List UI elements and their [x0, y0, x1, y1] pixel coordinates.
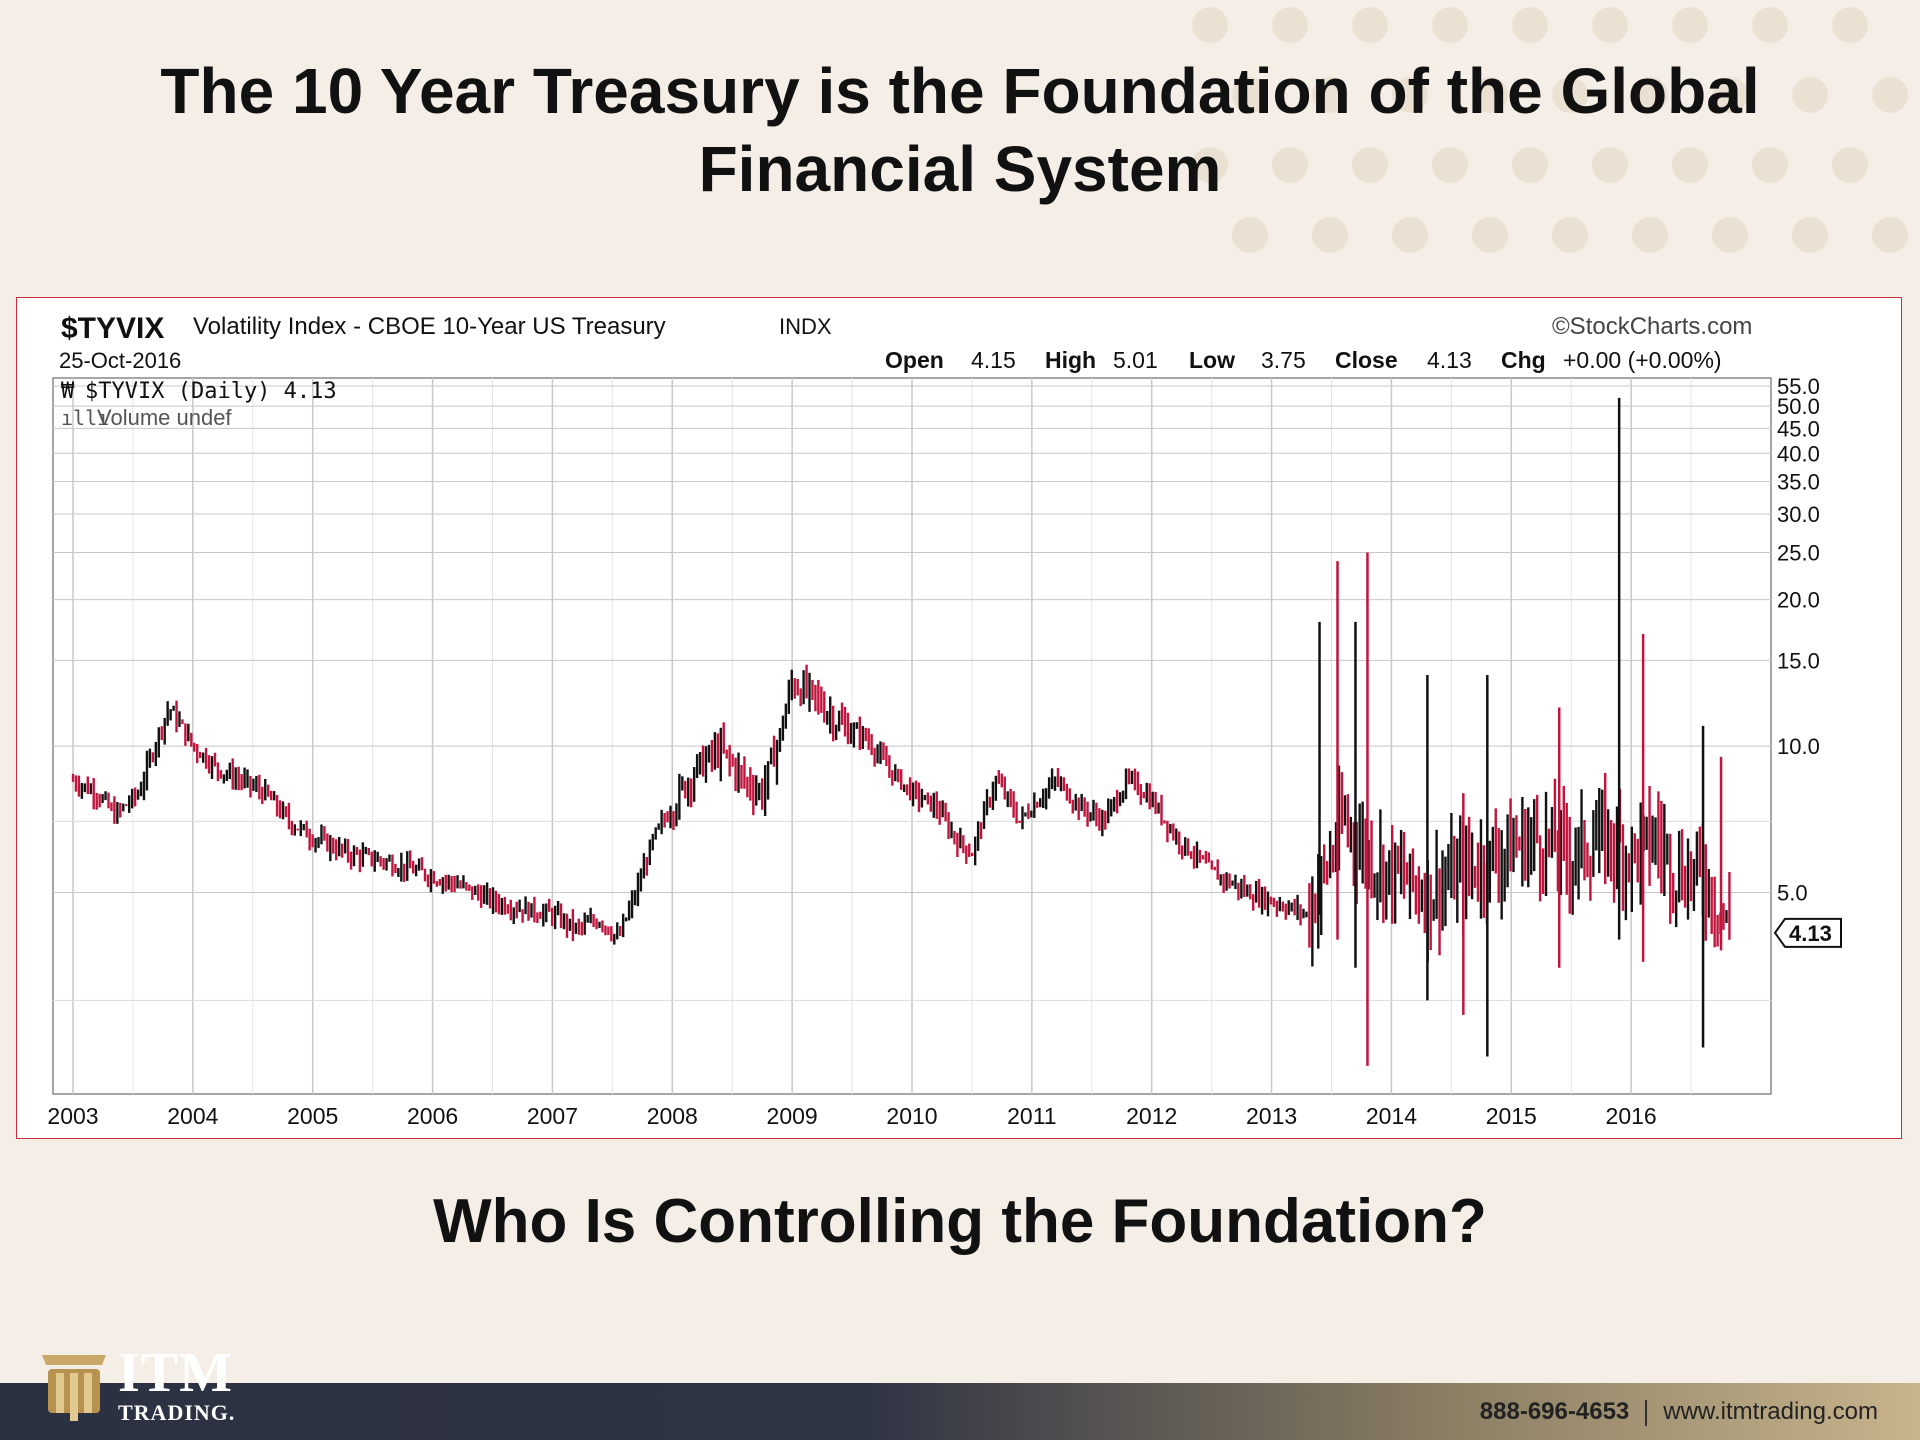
legend-series: $TYVIX (Daily) 4.13 — [85, 379, 337, 404]
x-tick-label: 2009 — [767, 1103, 818, 1129]
website-link[interactable]: www.itmtrading.com — [1663, 1398, 1878, 1425]
chart-description: Volatility Index - CBOE 10-Year US Treas… — [193, 313, 666, 340]
x-axis: 2003 2004 2005 2006 2007 2008 2009 2010 2011 2012… — [47, 1103, 1656, 1129]
last-value-tag: 4.13 — [1773, 917, 1842, 948]
logo-text: ITM — [118, 1342, 233, 1404]
x-tick-label: 2003 — [47, 1103, 98, 1129]
chart-symbol: $TYVIX — [61, 312, 164, 345]
chg-value: +0.00 (+0.00%) — [1563, 347, 1722, 373]
y-tick-label: 15.0 — [1777, 648, 1820, 673]
x-tick-label: 2007 — [527, 1103, 578, 1129]
background-pattern — [1192, 7, 1908, 253]
legend-volume-icon: ıllı — [61, 406, 109, 430]
itm-logo-icon — [42, 1355, 106, 1421]
chart-source: ©StockCharts.com — [1552, 313, 1752, 340]
close-label: Close — [1335, 347, 1398, 373]
tyvix-chart: $TYVIX Volatility Index - CBOE 10-Year U… — [47, 312, 1842, 1129]
y-tick-label: 30.0 — [1777, 502, 1820, 527]
x-tick-label: 2005 — [287, 1103, 338, 1129]
chart-exchange: INDX — [779, 314, 832, 339]
x-tick-label: 2013 — [1246, 1103, 1297, 1129]
y-tick-label: 40.0 — [1777, 441, 1820, 466]
high-label: High — [1045, 347, 1096, 373]
y-tick-label: 50.0 — [1777, 394, 1820, 419]
x-tick-label: 2011 — [1007, 1103, 1056, 1129]
y-tick-label: 5.0 — [1777, 880, 1808, 905]
low-value: 3.75 — [1261, 347, 1306, 373]
phone-number[interactable]: 888-696-4653 — [1479, 1398, 1630, 1425]
x-tick-label: 2004 — [167, 1103, 218, 1129]
footer-bar — [0, 1383, 1920, 1440]
chart-date: 25-Oct-2016 — [59, 348, 181, 373]
logo-subtext: TRADING. — [118, 1400, 236, 1425]
x-tick-label: 2006 — [407, 1103, 458, 1129]
x-tick-label: 2012 — [1126, 1103, 1177, 1129]
slide-subtitle: Who Is Controlling the Foundation? — [433, 1187, 1487, 1256]
y-tick-label: 20.0 — [1777, 588, 1820, 613]
y-tick-label: 35.0 — [1777, 469, 1820, 494]
y-tick-label: 25.0 — [1777, 541, 1820, 566]
chart-panel: $TYVIX Volatility Index - CBOE 10-Year U… — [16, 297, 1902, 1139]
y-tick-label: 55.0 — [1777, 374, 1820, 399]
x-tick-label: 2016 — [1606, 1103, 1657, 1129]
y-tick-label: 45.0 — [1777, 416, 1820, 441]
low-label: Low — [1189, 347, 1235, 373]
close-value: 4.13 — [1427, 347, 1472, 373]
legend-volume: Volume undef — [97, 405, 232, 430]
high-value: 5.01 — [1113, 347, 1158, 373]
x-tick-label: 2014 — [1366, 1103, 1417, 1129]
last-value-label: 4.13 — [1789, 921, 1832, 946]
slide-title: The 10 Year Treasury is the Foundation o… — [160, 55, 1760, 205]
x-tick-label: 2010 — [886, 1103, 937, 1129]
volatility-spikes — [1318, 397, 1723, 1066]
x-tick-label: 2015 — [1486, 1103, 1537, 1129]
legend-series-icon: ₩ — [61, 379, 75, 404]
x-tick-label: 2008 — [647, 1103, 698, 1129]
price-bars — [71, 664, 1731, 967]
open-value: 4.15 — [971, 347, 1016, 373]
chg-label: Chg — [1501, 347, 1546, 373]
y-axis: 55.050.045.040.0 35.0 30.0 25.0 20.0 15.0 10.0… — [1777, 374, 1820, 905]
y-tick-label: 10.0 — [1777, 734, 1820, 759]
open-label: Open — [885, 347, 944, 373]
contact-divider — [1645, 1399, 1648, 1426]
footer-contact: 888-696-4653 www.itmtrading.com — [1480, 1383, 1878, 1440]
